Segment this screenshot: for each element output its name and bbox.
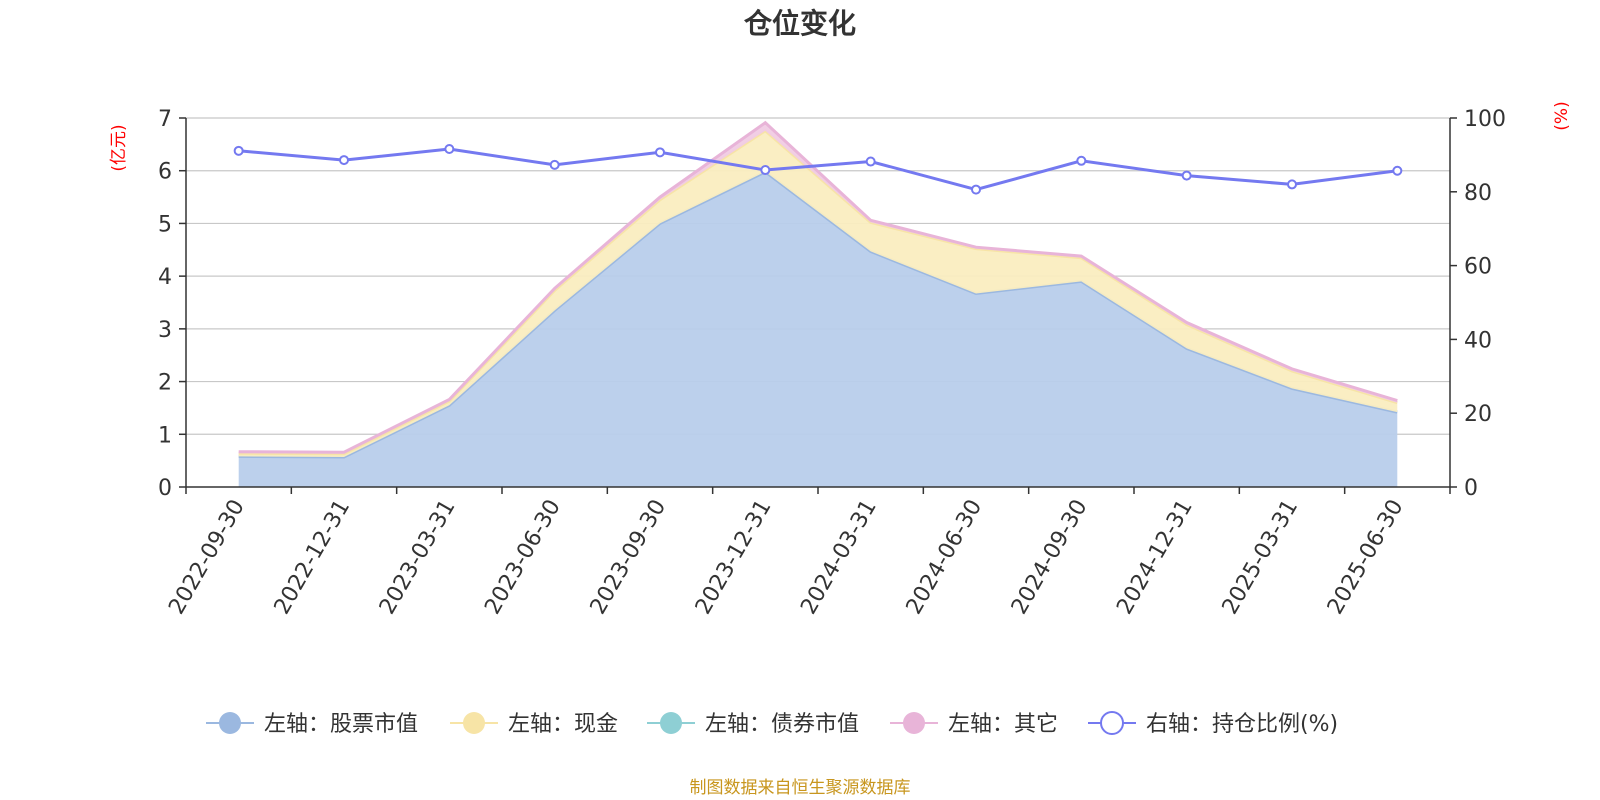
right-axis-tick-label: 60 <box>1464 255 1492 280</box>
left-axis-unit: (亿元) <box>109 124 129 171</box>
area-edge-3 <box>238 120 1398 454</box>
legend-label: 左轴：现金 <box>508 712 618 737</box>
chart-title: 仓位变化 <box>744 7 856 40</box>
x-axis-tick-label: 2024-03-31 <box>796 496 882 619</box>
left-axis-tick-label: 6 <box>158 160 172 185</box>
ratio-line-series <box>233 143 1403 195</box>
x-axis-tick-label: 2022-12-31 <box>270 496 356 619</box>
legend-marker <box>1100 711 1124 735</box>
right-axis-tick-label: 100 <box>1464 107 1506 132</box>
right-axis-tick-label: 80 <box>1464 181 1492 206</box>
left-axis-tick-label: 4 <box>158 265 172 290</box>
legend-item-1[interactable]: 左轴：现金 <box>450 712 618 737</box>
legend-item-4[interactable]: 右轴：持仓比例(%) <box>1088 711 1338 737</box>
legend-marker <box>219 712 241 734</box>
legend-item-2[interactable]: 左轴：债券市值 <box>647 712 859 737</box>
x-axis-tick-label: 2022-09-30 <box>164 496 250 619</box>
right-axis-tick-label: 0 <box>1464 476 1478 501</box>
left-axis-tick-label: 2 <box>158 371 172 396</box>
area-series <box>238 120 1398 488</box>
ratio-point <box>549 159 560 170</box>
ratio-point <box>655 147 665 158</box>
legend-item-3[interactable]: 左轴：其它 <box>890 712 1058 737</box>
ratio-point <box>760 165 771 176</box>
x-axis-tick-label: 2025-03-31 <box>1218 496 1304 619</box>
x-axis-tick-label: 2023-03-31 <box>375 496 461 619</box>
source-note: 制图数据来自恒生聚源数据库 <box>690 778 911 798</box>
legend-marker <box>903 712 925 734</box>
x-axis-tick-label: 2023-06-30 <box>480 496 566 619</box>
ratio-point <box>444 143 455 154</box>
x-axis-tick-label: 2023-12-31 <box>691 496 777 619</box>
ratio-point <box>971 184 981 195</box>
legend-item-0[interactable]: 左轴：股票市值 <box>206 712 418 737</box>
x-axis-tick-label: 2023-09-30 <box>586 496 672 619</box>
legend-label: 左轴：其它 <box>948 712 1058 737</box>
legend: 左轴：股票市值 左轴：现金 左轴：债券市值 左轴：其它 右轴：持仓比例(%) <box>206 711 1338 737</box>
left-axis-tick-label: 3 <box>158 318 172 343</box>
ratio-point <box>233 145 244 156</box>
legend-marker <box>463 712 485 734</box>
ratio-point <box>339 155 349 166</box>
legend-label: 左轴：股票市值 <box>264 712 418 737</box>
area-fill-0 <box>238 171 1398 488</box>
left-axis-tick-label: 1 <box>158 423 172 448</box>
ratio-point <box>1076 155 1087 166</box>
area-fill-1 <box>238 130 1398 457</box>
left-axis-tick-label: 7 <box>158 107 172 132</box>
x-axis-tick-label: 2025-06-30 <box>1323 496 1409 619</box>
ratio-point <box>1287 179 1297 190</box>
x-axis-tick-label: 2024-06-30 <box>902 496 988 619</box>
x-axis-tick-label: 2024-09-30 <box>1007 496 1093 619</box>
right-axis-unit: (%) <box>1552 101 1572 130</box>
legend-marker <box>660 712 682 734</box>
legend-label: 左轴：债券市值 <box>705 712 859 737</box>
ratio-point <box>1181 170 1192 181</box>
x-axis-tick-label: 2024-12-31 <box>1112 496 1198 619</box>
ratio-point <box>865 156 876 167</box>
ratio-line <box>238 147 1398 192</box>
ratio-point <box>1392 165 1403 176</box>
legend-label: 右轴：持仓比例(%) <box>1146 712 1338 737</box>
right-axis-tick-label: 40 <box>1464 328 1492 353</box>
left-axis-tick-label: 0 <box>158 476 172 501</box>
right-axis-tick-label: 20 <box>1464 402 1492 427</box>
left-axis-tick-label: 5 <box>158 212 172 237</box>
